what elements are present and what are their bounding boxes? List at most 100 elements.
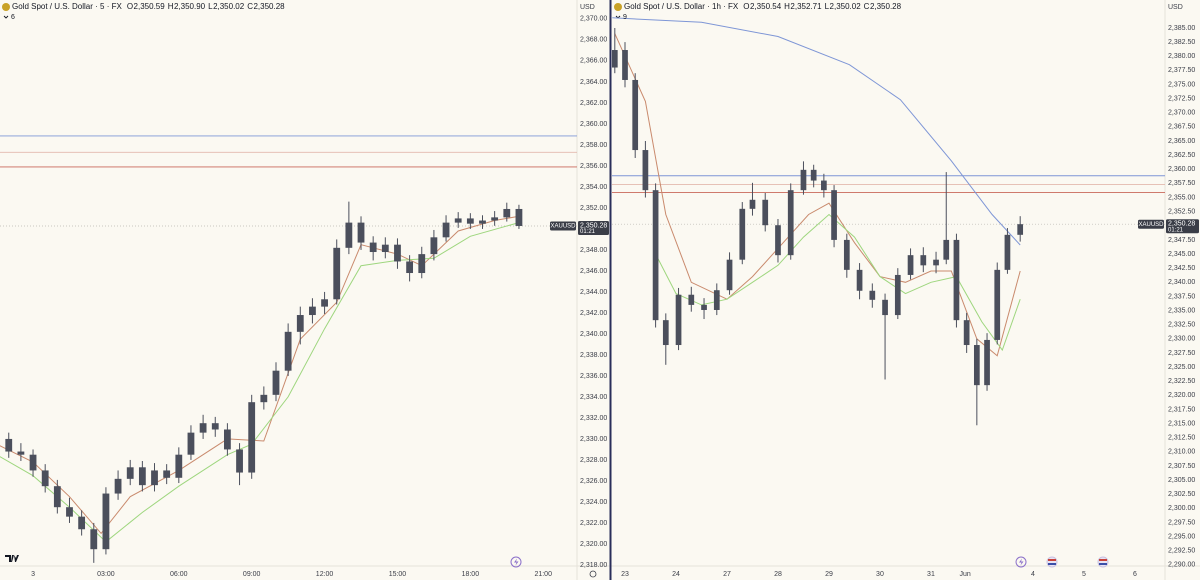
y-tick-label: 2,320.00 (1168, 392, 1195, 399)
y-tick-label: 2,385.00 (1168, 25, 1195, 32)
candle-body (211, 423, 219, 430)
ohlc-value: 2,350.59 (134, 2, 166, 11)
candle-body (236, 449, 243, 473)
symbol-tag (1138, 219, 1164, 229)
event-icon[interactable] (1015, 556, 1027, 568)
ohlc-value: 2,350.28 (253, 2, 285, 11)
flag-icon[interactable] (1046, 556, 1058, 568)
ohlc-value: 2,350.28 (870, 2, 902, 11)
logo-shape (5, 555, 19, 562)
y-tick-label: 2,375.00 (1168, 81, 1195, 88)
x-tick-label: 18:00 (462, 571, 480, 578)
y-tick-label: 2,360.00 (1168, 166, 1195, 173)
candle-body (953, 239, 960, 321)
settings-icon[interactable] (589, 570, 597, 578)
collapse-chevron[interactable] (3, 15, 9, 19)
x-tick-label: 06:00 (170, 571, 188, 578)
candle-body (53, 486, 61, 508)
y-tick-label: 2,335.00 (1168, 307, 1195, 314)
candle-body (138, 467, 146, 486)
y-tick-label: 2,336.00 (580, 373, 607, 380)
symbol-icon[interactable] (2, 3, 10, 11)
y-tick-label: 2,367.50 (1168, 124, 1195, 131)
candle-body (800, 169, 807, 191)
candle-body (175, 454, 183, 478)
candle-body (272, 370, 280, 395)
event-circle (510, 556, 522, 568)
ohlc-value: 2,350.02 (213, 2, 245, 11)
candle-body (90, 529, 98, 550)
y-tick-label: 2,312.50 (1168, 435, 1195, 442)
candle-body (994, 269, 1001, 340)
candle-body (920, 255, 927, 266)
candle-body (345, 222, 353, 248)
candle-body (466, 218, 474, 224)
candle-body (701, 304, 707, 310)
candle-body (260, 394, 268, 403)
candle-body (491, 217, 499, 221)
symbol-icon[interactable] (614, 3, 622, 11)
x-tick-label: Jun (959, 571, 970, 578)
candle-body (357, 222, 365, 243)
y-tick-label: 2,355.00 (1168, 194, 1195, 201)
y-tick-label: 2,370.00 (1168, 110, 1195, 117)
y-tick-label: 2,368.00 (580, 37, 607, 44)
y-tick-label: 2,342.50 (1168, 265, 1195, 272)
candle-body (406, 261, 414, 274)
y-tick-label: 2,346.00 (580, 268, 607, 275)
y-tick-label: 2,352.00 (580, 205, 607, 212)
candle-body (775, 225, 781, 256)
candle-body (984, 339, 990, 386)
ohlc-label: H (784, 2, 790, 11)
candle-body (296, 315, 304, 332)
flag-stripe (1099, 559, 1107, 561)
y-tick-label: 2,347.50 (1168, 237, 1195, 244)
candle-body (66, 507, 73, 517)
y-tick-label: 2,292.50 (1168, 548, 1195, 555)
price-tag-countdown: 01:21 (580, 229, 596, 235)
x-tick-label: 12:00 (316, 571, 334, 578)
candle-body (622, 50, 628, 80)
candle-body (675, 294, 682, 346)
y-tick-label: 2,317.50 (1168, 406, 1195, 413)
price-tag (578, 220, 609, 235)
y-tick-label: 2,318.00 (580, 562, 607, 569)
ohlc-value: 2,350.02 (830, 2, 862, 11)
candle-body (454, 218, 462, 223)
x-tick-label: 31 (927, 571, 935, 578)
y-tick-label: 2,366.00 (580, 58, 607, 65)
y-tick-label: 2,348.00 (580, 247, 607, 254)
y-tick-label: 2,358.00 (580, 142, 607, 149)
y-tick-label: 2,322.50 (1168, 378, 1195, 385)
y-tick-label: 2,357.50 (1168, 180, 1195, 187)
candle-body (151, 470, 158, 486)
y-tick-label: 2,310.00 (1168, 449, 1195, 456)
y-tick-label: 2,297.50 (1168, 519, 1195, 526)
chart-title: Gold Spot / U.S. Dollar · 5 · FX (12, 2, 122, 11)
y-tick-label: 2,325.00 (1168, 364, 1195, 371)
price-tag-countdown: 01:21 (1168, 227, 1184, 233)
flag-icon[interactable] (1097, 556, 1109, 568)
event-icon[interactable] (510, 556, 522, 568)
y-tick-label: 2,330.00 (1168, 336, 1195, 343)
candle-body (78, 516, 86, 530)
y-tick-label: 2,290.00 (1168, 562, 1195, 569)
candle-body (821, 180, 827, 191)
ohlc-value: 2,350.54 (750, 2, 782, 11)
chart-header: Gold Spot / U.S. Dollar · 1h · FX O2,350.… (624, 2, 902, 11)
y-tick-label: 2,327.50 (1168, 350, 1195, 357)
candle-body (17, 451, 25, 455)
event-circle (1015, 556, 1027, 568)
candle-body (739, 208, 746, 260)
candle-body (787, 190, 794, 256)
y-tick-label: 2,372.50 (1168, 95, 1195, 102)
chart-header: Gold Spot / U.S. Dollar · 5 · FX O2,350.5… (12, 2, 285, 11)
y-tick-label: 2,322.00 (580, 520, 607, 527)
x-tick-label: 3 (31, 571, 35, 578)
candle-body (963, 320, 970, 346)
candle-body (882, 299, 888, 316)
candle-body (430, 237, 438, 255)
candle-body (632, 79, 639, 151)
tradingview-logo[interactable] (5, 555, 19, 562)
plot-area (0, 135, 577, 563)
